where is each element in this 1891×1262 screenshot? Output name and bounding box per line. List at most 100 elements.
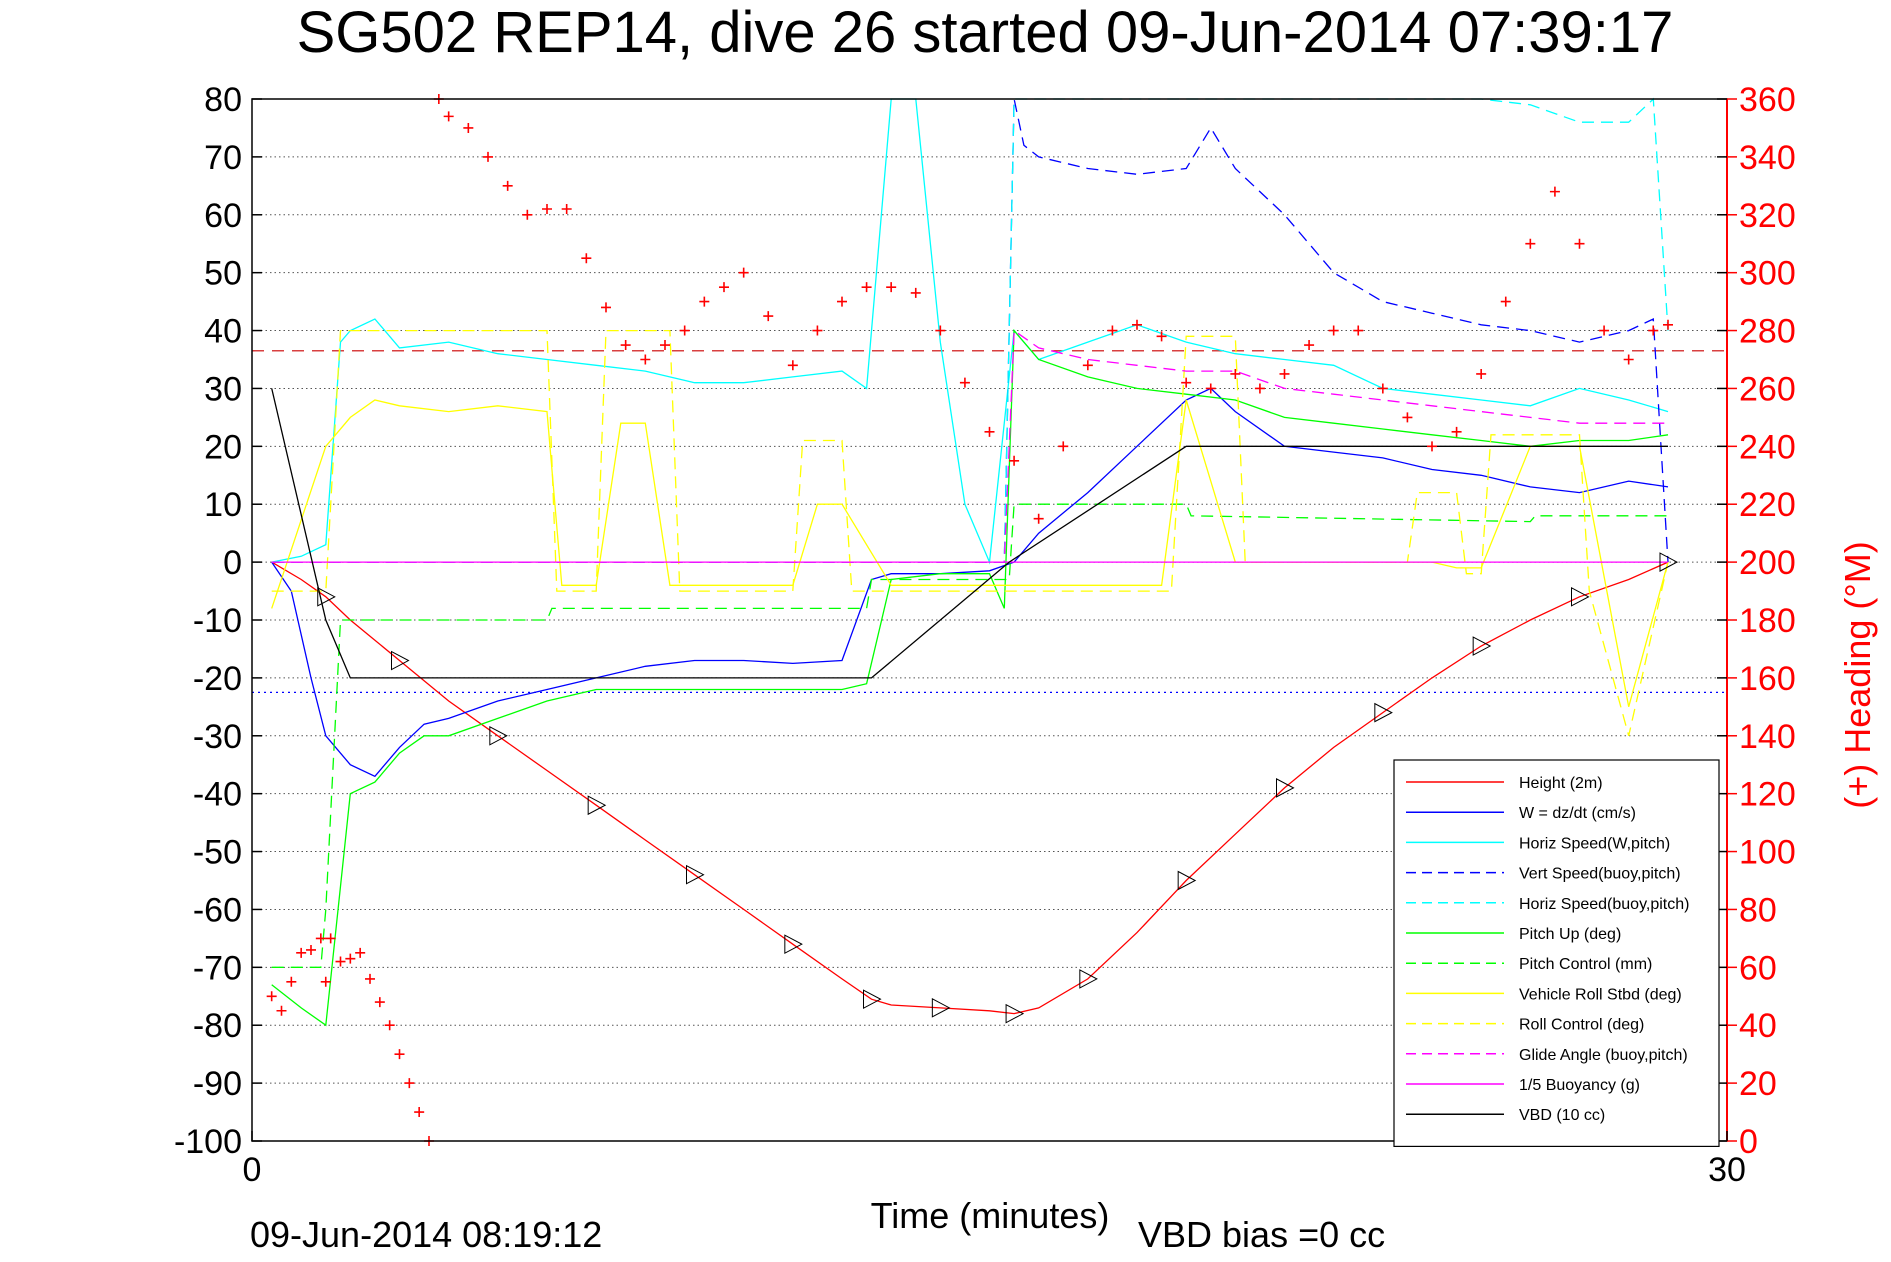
turn-marker: [1374, 702, 1393, 723]
series-line-pitch-up-deg: [271, 328, 1669, 1027]
heading-point: [1107, 325, 1118, 336]
chart-title: SG502 REP14, dive 26 started 09-Jun-2014…: [297, 0, 1674, 65]
heading-point: [1230, 368, 1241, 379]
heading-point: [1132, 319, 1142, 330]
y2-tick-label: 360: [1739, 81, 1796, 119]
series-line-glide-angle-buoy-pitch: [271, 329, 1668, 563]
y2-tick-label: 0: [1739, 1123, 1758, 1161]
heading-point: [522, 209, 533, 220]
y2-tick-label: 220: [1739, 486, 1796, 524]
heading-point: [355, 947, 366, 958]
legend-entry-glide-angle-buoy-pitch: Glide Angle (buoy,pitch): [1519, 1047, 1688, 1064]
y2-tick-label: 320: [1739, 197, 1796, 235]
heading-point: [276, 1005, 287, 1016]
legend-entry-w-dz-dt-cm-s: W = dz/dt (cm/s): [1519, 805, 1636, 822]
y2-tick-label: 340: [1739, 139, 1796, 177]
y-tick-label: -10: [193, 602, 242, 640]
y-tick-label: -50: [193, 834, 242, 872]
y2-tick-label: 240: [1739, 428, 1796, 466]
heading-point: [542, 203, 552, 214]
heading-point: [320, 976, 331, 987]
y-tick-label: -60: [193, 891, 242, 929]
legend-entry-pitch-control-mm: Pitch Control (mm): [1519, 956, 1652, 973]
heading-point: [365, 973, 375, 984]
heading-point: [1599, 325, 1610, 336]
heading-point: [394, 1049, 405, 1060]
heading-point: [502, 180, 513, 191]
legend-entry-horiz-speed-buoy-pitch: Horiz Speed(buoy,pitch): [1519, 896, 1689, 913]
series-line-vehicle-roll-stbd-deg: [271, 399, 1669, 707]
heading-point: [763, 311, 774, 322]
heading-point: [581, 253, 592, 264]
heading-point: [1304, 340, 1315, 351]
y-tick-label: 60: [204, 197, 242, 235]
heading-point: [601, 302, 611, 313]
legend-entry-roll-control-deg: Roll Control (deg): [1519, 1017, 1644, 1034]
heading-point: [984, 426, 995, 437]
heading-point: [463, 122, 474, 133]
y-tick-label: -80: [193, 1007, 242, 1045]
turn-marker: [587, 795, 607, 816]
heading-point: [1663, 319, 1673, 330]
turn-marker: [1659, 552, 1679, 572]
turn-marker: [1079, 969, 1098, 989]
legend-entry-pitch-up-deg: Pitch Up (deg): [1519, 926, 1621, 943]
legend-entry-vbd-10-cc: VBD (10 cc): [1519, 1107, 1605, 1124]
y-tick-label: -20: [193, 660, 242, 698]
heading-point: [1279, 368, 1290, 379]
legend-entry-vehicle-roll-stbd-deg: Vehicle Roll Stbd (deg): [1519, 986, 1682, 1003]
heading-point: [306, 944, 316, 955]
y2-tick-label: 120: [1739, 776, 1796, 814]
heading-point: [286, 976, 297, 987]
y-tick-label: 70: [204, 139, 242, 177]
y2-tick-label: 100: [1739, 834, 1796, 872]
heading-point: [738, 267, 749, 278]
heading-point: [1181, 377, 1192, 388]
turn-marker: [1472, 636, 1492, 656]
heading-point: [1525, 238, 1536, 249]
right-axis-label: (+) Heading (°M): [1837, 541, 1878, 808]
series-line-roll-control-deg: [271, 329, 1669, 736]
left-axis-ticks: 80 70 60 50 40 30 20 10 0 -10 -20 -30 -40 -50 -60 -70 -8…: [174, 81, 1727, 1161]
heading-point: [812, 325, 823, 336]
heading-point: [325, 933, 336, 944]
heading-point: [1353, 325, 1364, 336]
turn-marker: [1005, 1003, 1025, 1024]
y-tick-label: -40: [193, 776, 242, 814]
turn-marker: [863, 989, 882, 1010]
y-tick-label: 50: [204, 255, 242, 293]
series-line-w-dz-dt-cm-s: [271, 387, 1669, 778]
y-tick-label: 30: [204, 370, 242, 408]
heading-point: [374, 997, 385, 1008]
y2-tick-label: 300: [1739, 255, 1796, 293]
heading-point: [1574, 238, 1585, 249]
legend-entry-1-5-buoyancy-g: 1/5 Buoyancy (g): [1519, 1077, 1640, 1094]
heading-point: [483, 151, 493, 162]
chart-legend: Height (2m) W = dz/dt (cm/s) Horiz Speed(W…: [1393, 759, 1720, 1147]
heading-point: [910, 287, 921, 298]
heading-point: [837, 296, 847, 307]
heading-point: [1427, 441, 1437, 452]
heading-point: [935, 325, 946, 336]
y-tick-label: -100: [174, 1123, 242, 1161]
heading-point: [886, 282, 897, 293]
turn-marker: [1177, 870, 1197, 891]
y2-tick-label: 20: [1739, 1065, 1777, 1103]
heading-point: [1156, 331, 1167, 342]
x-tick-label: 0: [243, 1151, 262, 1189]
heading-point: [1648, 325, 1659, 336]
footer-timestamp: 09-Jun-2014 08:19:12: [250, 1214, 602, 1255]
y-tick-label: -30: [193, 718, 242, 756]
x-axis-label: Time (minutes): [871, 1195, 1110, 1236]
footer-vbd-bias: VBD bias =0 cc: [1138, 1214, 1385, 1255]
legend-entry-vert-speed-buoy-pitch: Vert Speed(buoy,pitch): [1519, 866, 1681, 883]
heading-point: [266, 991, 277, 1002]
y2-tick-label: 80: [1739, 891, 1777, 929]
heading-point: [679, 325, 690, 336]
heading-point: [1451, 426, 1462, 437]
y-tick-label: 80: [204, 81, 242, 119]
y-tick-label: 0: [223, 544, 242, 582]
y2-tick-label: 180: [1739, 602, 1796, 640]
heading-point: [620, 340, 631, 351]
heading-point: [384, 1020, 395, 1031]
